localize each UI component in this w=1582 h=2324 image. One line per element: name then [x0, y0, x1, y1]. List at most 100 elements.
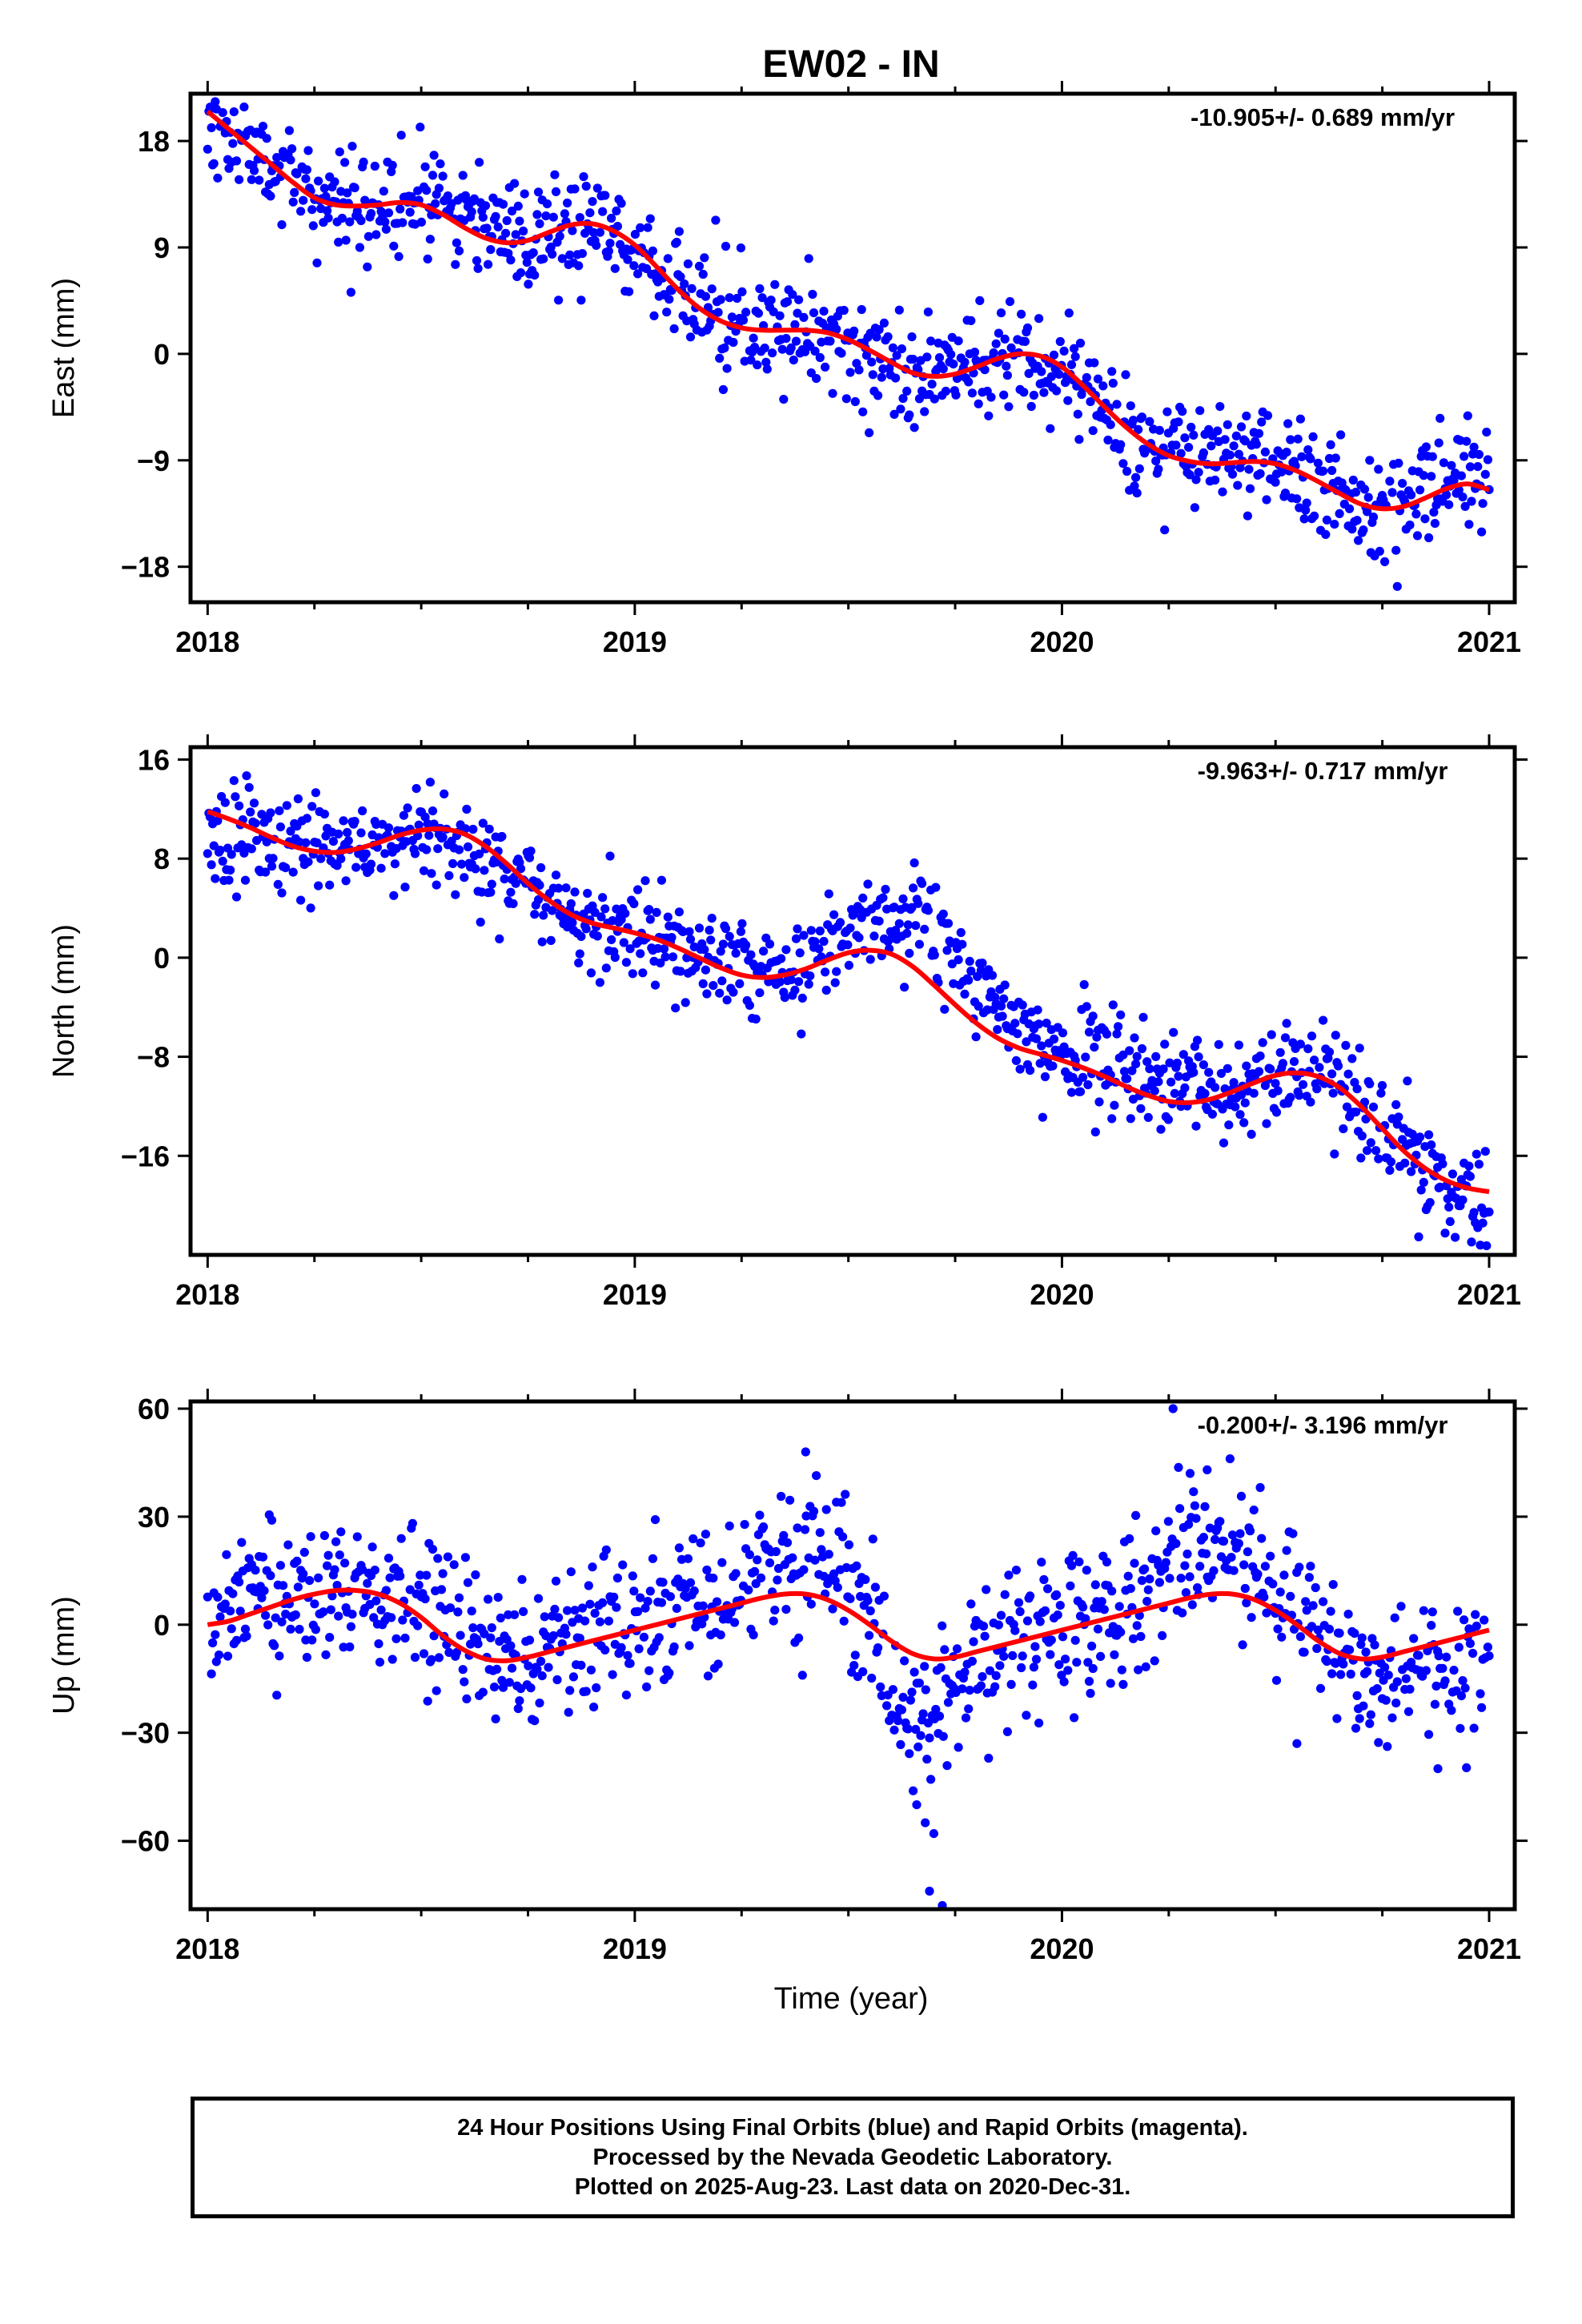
data-point	[1247, 1613, 1256, 1622]
data-point	[1438, 1663, 1447, 1673]
data-point	[1322, 1657, 1331, 1667]
data-point	[905, 948, 914, 958]
data-point	[568, 1672, 579, 1682]
data-point	[381, 1586, 391, 1595]
data-point	[753, 1555, 762, 1565]
data-point	[1297, 452, 1307, 461]
data-point	[390, 859, 400, 869]
data-point	[596, 912, 606, 922]
data-point	[498, 1683, 508, 1692]
data-point	[288, 197, 298, 207]
data-point	[1412, 531, 1423, 541]
data-point	[638, 968, 648, 978]
data-point	[1471, 1610, 1480, 1619]
data-point	[434, 1653, 444, 1663]
data-point	[262, 134, 271, 143]
data-point	[299, 195, 308, 205]
data-point	[956, 927, 966, 938]
data-point	[966, 966, 976, 976]
data-point	[574, 261, 584, 271]
data-point	[817, 1545, 826, 1554]
data-point	[239, 103, 249, 112]
data-point	[845, 1594, 855, 1603]
data-point	[590, 907, 600, 917]
data-point	[1134, 464, 1144, 473]
data-point	[1234, 1538, 1243, 1548]
data-point	[712, 1597, 722, 1606]
data-point	[310, 1599, 319, 1609]
data-point	[1347, 1054, 1357, 1063]
data-point	[1176, 448, 1186, 458]
data-point	[1257, 417, 1267, 427]
data-point	[1078, 1602, 1088, 1612]
data-point	[1262, 495, 1271, 505]
data-point	[325, 880, 335, 890]
data-point	[452, 1647, 462, 1658]
data-point	[284, 126, 294, 135]
data-point	[592, 240, 601, 250]
data-point	[909, 1786, 918, 1795]
data-point	[773, 1575, 782, 1585]
data-point	[468, 824, 478, 834]
data-point	[909, 1667, 919, 1677]
data-point	[1484, 1651, 1494, 1661]
data-point	[312, 838, 322, 848]
outlier-point	[921, 1818, 930, 1827]
data-point	[810, 346, 820, 356]
data-point	[1063, 396, 1073, 405]
data-point	[288, 867, 298, 877]
north-data-points	[203, 771, 1494, 1251]
data-point	[541, 211, 551, 221]
data-point	[897, 344, 906, 354]
data-point	[1064, 308, 1074, 318]
data-point	[592, 931, 602, 941]
data-point	[251, 818, 260, 828]
data-point	[1215, 1517, 1225, 1526]
data-point	[314, 176, 323, 186]
data-point	[419, 1649, 429, 1659]
data-point	[905, 1695, 915, 1705]
data-point	[923, 906, 933, 915]
data-point	[1394, 1112, 1403, 1122]
data-point	[612, 1573, 623, 1583]
data-point	[865, 428, 874, 438]
data-point	[1093, 374, 1103, 384]
data-point	[535, 880, 544, 890]
data-point	[506, 1641, 516, 1651]
x-tick-label: 2019	[603, 1278, 667, 1311]
data-point	[681, 998, 690, 1007]
data-point	[277, 1617, 287, 1626]
data-point	[729, 337, 738, 348]
data-point	[1136, 1631, 1146, 1642]
data-point	[1207, 441, 1216, 451]
data-point	[852, 1561, 861, 1570]
data-point	[575, 213, 584, 223]
data-point	[1335, 1628, 1344, 1638]
data-point	[1216, 1068, 1226, 1078]
data-point	[1286, 1591, 1295, 1601]
data-point	[619, 938, 628, 947]
data-point	[1225, 450, 1235, 460]
data-point	[697, 1619, 707, 1629]
data-point	[1260, 447, 1270, 457]
data-point	[339, 816, 348, 826]
data-point	[1158, 1630, 1167, 1640]
data-point	[858, 893, 868, 903]
data-point	[849, 1661, 859, 1671]
data-point	[1225, 1454, 1235, 1464]
data-point	[1447, 460, 1456, 470]
data-point	[654, 1633, 664, 1642]
data-point	[930, 950, 939, 960]
data-point	[738, 316, 749, 325]
data-point	[1142, 1597, 1152, 1606]
data-point	[1017, 309, 1026, 319]
y-tick-label: −9	[137, 444, 170, 477]
data-point	[1233, 480, 1243, 490]
data-point	[370, 1566, 379, 1575]
data-point	[1227, 469, 1238, 479]
data-point	[1184, 443, 1194, 452]
data-point	[1326, 440, 1335, 450]
data-point	[1236, 1491, 1247, 1501]
data-point	[516, 268, 526, 278]
data-point	[1409, 1634, 1419, 1643]
